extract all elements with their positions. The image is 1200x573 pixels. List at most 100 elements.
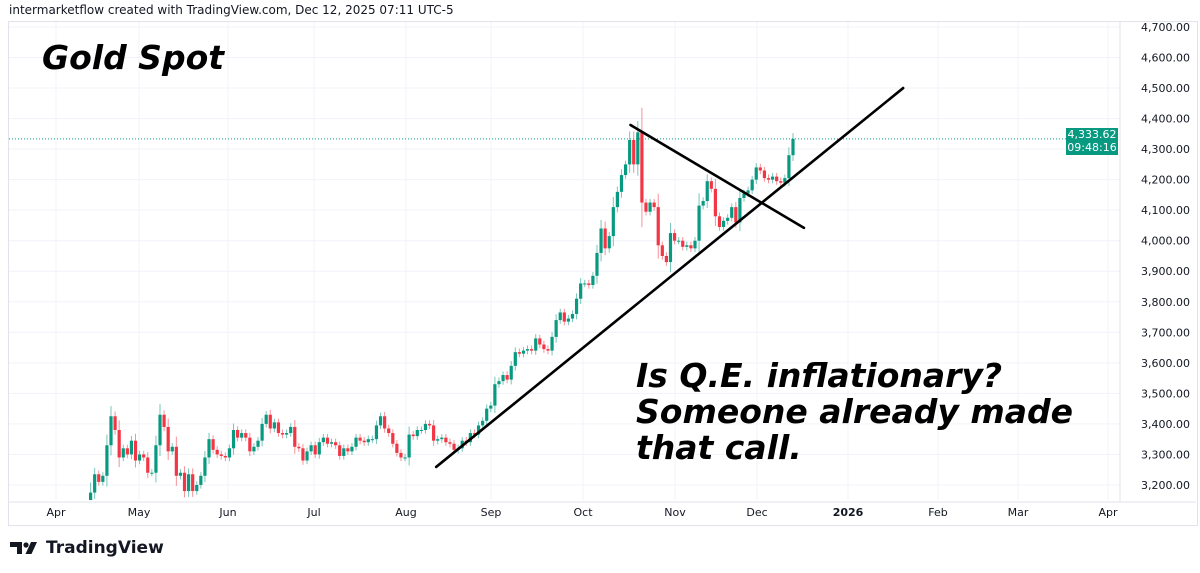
candle-up	[619, 175, 624, 192]
candle-up	[195, 484, 199, 492]
chart-credit: intermarketflow created with TradingView…	[9, 3, 454, 17]
candle-up	[305, 451, 309, 461]
candle-up	[685, 245, 689, 247]
candle-down	[546, 349, 550, 351]
candle-up	[285, 433, 289, 435]
candle-up	[407, 434, 411, 458]
candle-up	[231, 429, 236, 449]
y-tick-label: 4,600.00	[1141, 52, 1190, 65]
y-tick-label: 3,300.00	[1141, 448, 1190, 461]
y-tick-label: 3,600.00	[1141, 357, 1190, 370]
candle-down	[432, 425, 436, 441]
candle-down	[387, 428, 391, 434]
tradingview-logo-icon	[10, 542, 37, 554]
candle-down	[603, 228, 607, 249]
candle-up	[260, 423, 264, 441]
last-price-label: 4,333.62 09:48:16	[1066, 128, 1118, 155]
x-tick-label: Jul	[306, 506, 320, 519]
candle-up	[256, 440, 260, 447]
candle-up	[497, 381, 501, 385]
candle-down	[146, 457, 150, 473]
candle-up	[199, 475, 203, 485]
candle-down	[383, 416, 387, 429]
candle-down	[762, 170, 767, 179]
candle-up	[109, 416, 113, 446]
x-tick-label: Oct	[573, 506, 593, 519]
x-tick-label: May	[128, 506, 151, 519]
falling-trendline	[629, 123, 806, 230]
candle-up	[754, 167, 758, 180]
candle-up	[252, 446, 256, 452]
candle-up	[93, 474, 97, 493]
candle-down	[411, 434, 415, 437]
candle-up	[309, 445, 313, 452]
candle-up	[129, 440, 134, 455]
tradingview-logo[interactable]: TradingView	[10, 538, 164, 558]
x-tick-label: Mar	[1008, 506, 1029, 519]
x-tick-label: Nov	[664, 506, 686, 519]
candle-up	[419, 429, 423, 431]
x-tick-label: Feb	[928, 506, 947, 519]
candle-down	[734, 207, 738, 223]
candle-down	[775, 176, 779, 182]
candle-up	[317, 442, 321, 455]
candle-up	[705, 181, 709, 202]
candle-down	[346, 448, 350, 452]
candle-down	[689, 245, 693, 249]
candle-up	[489, 405, 493, 409]
candle-down	[117, 429, 121, 458]
candle-up	[738, 197, 742, 223]
candle-down	[358, 437, 362, 441]
candle-up	[329, 442, 334, 444]
x-tick-label: Apr	[1098, 506, 1118, 519]
candle-up	[354, 437, 358, 447]
candle-up	[697, 205, 701, 241]
candle-up	[693, 240, 697, 249]
candle-up	[787, 155, 791, 179]
candle-up	[366, 439, 370, 443]
chart-title: Gold Spot	[42, 38, 225, 77]
candle-up	[374, 425, 379, 440]
candle-down	[395, 443, 399, 453]
candle-down	[399, 452, 403, 458]
candle-down	[562, 312, 566, 322]
candle-down	[779, 181, 783, 183]
y-tick-label: 4,700.00	[1141, 21, 1190, 34]
candle-down	[517, 352, 521, 354]
y-tick-label: 4,100.00	[1141, 204, 1190, 217]
candle-up	[170, 446, 174, 452]
candle-up	[701, 201, 705, 206]
candle-up	[591, 275, 595, 285]
candle-up	[227, 448, 232, 458]
candle-up	[742, 193, 746, 198]
candle-down	[325, 437, 330, 444]
candle-up	[178, 472, 183, 476]
chart-frame	[8, 21, 1198, 526]
bar-countdown: 09:48:16	[1067, 140, 1117, 154]
candle-up	[101, 475, 105, 482]
candle-down	[758, 167, 762, 171]
candle-up	[150, 472, 154, 474]
candle-up	[370, 439, 374, 441]
candle-down	[182, 472, 187, 492]
candle-up	[350, 446, 354, 452]
candle-up	[579, 283, 583, 299]
candle-up	[574, 298, 579, 314]
candle-up	[668, 233, 673, 263]
candle-up	[599, 228, 603, 253]
candle-up	[88, 492, 93, 500]
candle-up	[677, 240, 681, 242]
candle-up	[321, 437, 325, 443]
candle-up	[264, 414, 268, 424]
y-tick-label: 3,400.00	[1141, 418, 1190, 431]
candle-up	[121, 448, 125, 458]
candle-down	[672, 233, 677, 241]
candle-down	[717, 216, 722, 227]
candle-down	[142, 454, 146, 458]
candle-down	[652, 202, 656, 208]
candle-down	[664, 255, 669, 263]
candle-up	[378, 416, 383, 426]
candle-up	[272, 422, 276, 429]
candle-up	[570, 313, 575, 319]
